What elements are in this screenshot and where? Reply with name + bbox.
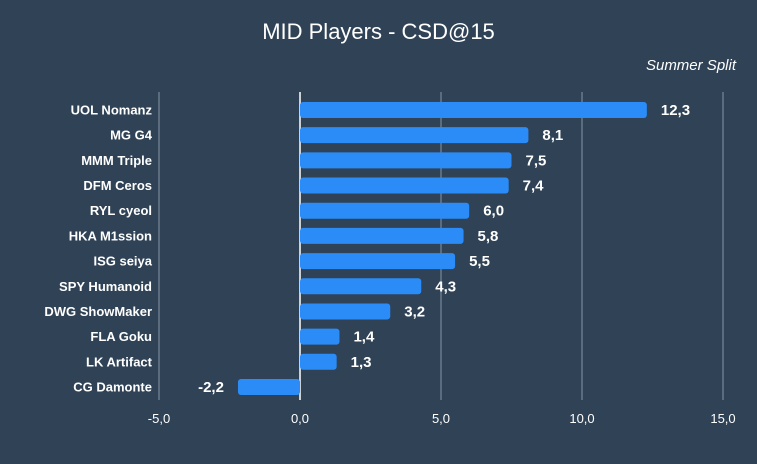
value-label: 4,3	[435, 278, 456, 295]
bar	[300, 102, 647, 118]
value-label: 7,4	[523, 178, 545, 195]
x-tick-label: 0,0	[291, 411, 309, 426]
value-label: 1,3	[351, 354, 372, 371]
x-tick-label: 10,0	[569, 411, 594, 426]
bar	[300, 328, 340, 345]
chart-title: MID Players - CSD@15	[262, 19, 495, 44]
category-label: RYL cyeol	[90, 203, 152, 218]
bar	[300, 353, 337, 370]
value-label: 1,4	[353, 329, 375, 346]
category-label: LK Artifact	[86, 354, 153, 369]
bar	[300, 177, 509, 194]
category-label: MMM Triple	[81, 153, 152, 168]
value-label: 7,5	[526, 152, 547, 169]
label-layer: -5,0 0,0 5,0 10,0 15,0 UOL Nomanz 12,3 MG G4 8,1…	[44, 102, 735, 426]
category-label: HKA M1ssion	[69, 228, 152, 243]
value-label: 8,1	[542, 127, 563, 144]
chart-subtitle: Summer Split	[645, 57, 736, 74]
x-tick-label: 5,0	[432, 411, 450, 426]
category-label: ISG seiya	[93, 254, 152, 269]
value-label: 3,2	[404, 303, 425, 320]
value-label: 5,5	[469, 253, 490, 270]
bar	[300, 303, 391, 320]
value-label: 5,8	[478, 228, 499, 245]
value-label: 6,0	[483, 203, 504, 220]
bar	[300, 152, 512, 169]
category-label: UOL Nomanz	[71, 103, 153, 118]
bar	[300, 253, 456, 270]
x-tick-label: -5,0	[148, 411, 170, 426]
category-label: FLA Goku	[90, 329, 152, 344]
value-label: 12,3	[661, 102, 690, 119]
grid-layer	[158, 92, 724, 400]
x-tick-label: 15,0	[710, 411, 735, 426]
category-label: SPY Humanoid	[59, 279, 152, 294]
category-label: MG G4	[110, 128, 153, 143]
bar-layer	[237, 102, 647, 395]
bar	[300, 127, 529, 144]
category-label: CG Damonte	[73, 379, 152, 394]
bar	[300, 278, 422, 295]
category-label: DWG ShowMaker	[44, 304, 152, 319]
bar	[300, 202, 470, 219]
bar	[237, 378, 300, 395]
bar	[300, 227, 464, 244]
category-label: DFM Ceros	[83, 178, 152, 193]
value-label: -2,2	[198, 379, 224, 396]
